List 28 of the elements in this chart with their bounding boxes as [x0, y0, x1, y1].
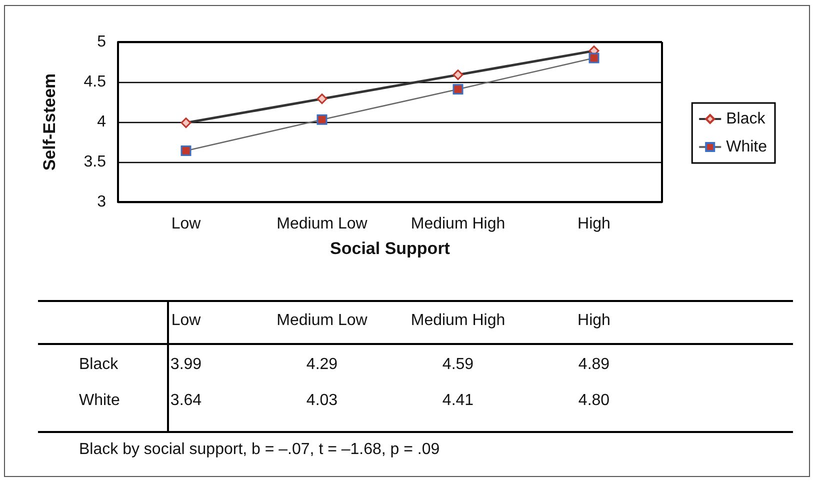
data-label: 4.41 [442, 392, 474, 410]
data-label: 4.29 [306, 356, 338, 374]
y-tick-label: 3 [97, 194, 106, 210]
text: White [79, 392, 120, 409]
data-label: 3.64 [170, 392, 202, 410]
data-label: 4.03 [306, 392, 338, 410]
y-tick-label: 4.5 [84, 74, 106, 90]
text: Black by social support, b = –.07, t = –1.68, p = .09 [79, 441, 440, 459]
y-axis-title: Self-Esteem [40, 73, 59, 171]
legend-label: Black [726, 110, 766, 128]
category-label: Medium High [410, 312, 506, 329]
x-tick-label: Medium High [410, 216, 506, 232]
x-tick-label: Low [171, 216, 202, 232]
data-label: 3.99 [170, 356, 202, 374]
category-label: Medium Low [276, 312, 368, 329]
legend-label: White [726, 138, 768, 156]
category-label: Low [171, 312, 201, 329]
x-tick-label: Medium Low [276, 216, 368, 232]
data-label: 4.80 [578, 392, 610, 410]
x-tick-label: High [578, 216, 610, 232]
y-tick-label: 5 [97, 34, 106, 50]
y-tick-label: 3.5 [84, 154, 106, 170]
text: Black [79, 356, 118, 373]
category-label: High [578, 312, 610, 329]
y-tick-label: 4 [97, 114, 106, 130]
data-label: 4.89 [578, 356, 610, 374]
x-axis-title: Social Support [330, 239, 450, 258]
data-label: 4.59 [442, 356, 474, 374]
